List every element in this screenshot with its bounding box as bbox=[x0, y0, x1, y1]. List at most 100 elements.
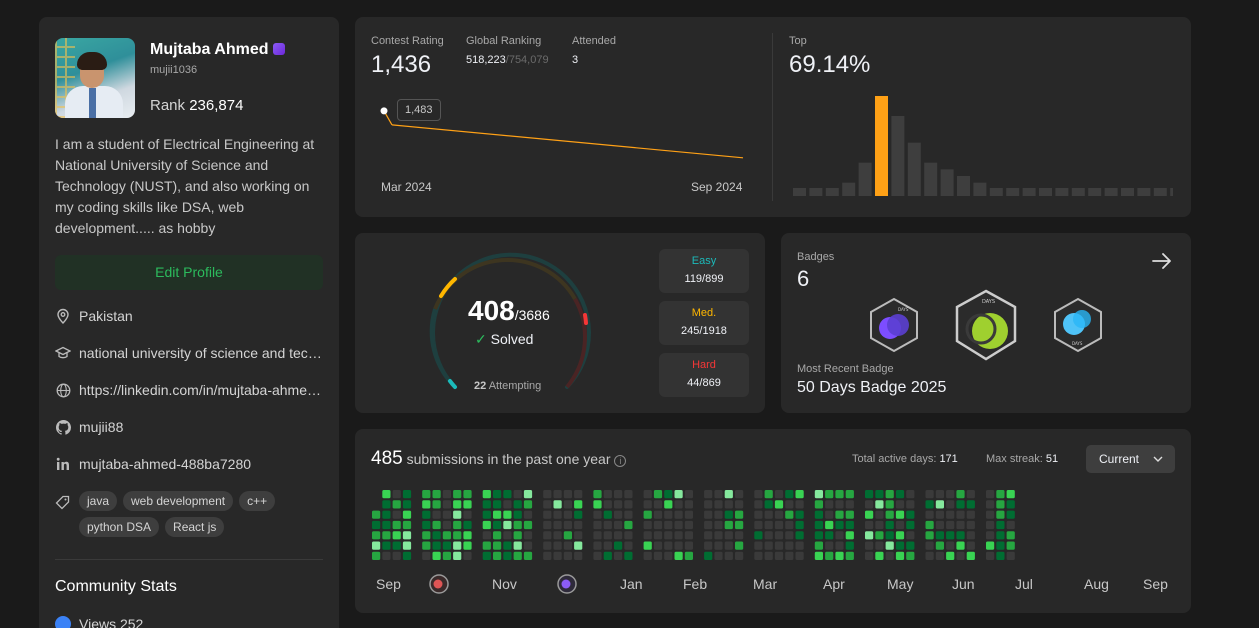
arrow-right-icon[interactable] bbox=[1151, 251, 1173, 271]
heatmap-cell[interactable] bbox=[614, 520, 623, 530]
heatmap-cell[interactable] bbox=[463, 531, 472, 540]
heatmap-cell[interactable] bbox=[624, 541, 633, 550]
heatmap-cell[interactable] bbox=[895, 510, 905, 519]
heatmap-cell[interactable] bbox=[724, 500, 733, 509]
heatmap-cell[interactable] bbox=[402, 520, 412, 530]
heatmap-cell[interactable] bbox=[664, 531, 673, 540]
heatmap-cell[interactable] bbox=[966, 490, 975, 499]
heatmap-cell[interactable] bbox=[574, 510, 583, 519]
heatmap-cell[interactable] bbox=[392, 531, 401, 540]
heatmap-cell[interactable] bbox=[513, 551, 522, 560]
heatmap-cell[interactable] bbox=[453, 531, 462, 540]
heatmap-cell[interactable] bbox=[764, 490, 773, 499]
heatmap-cell[interactable] bbox=[402, 551, 412, 560]
heatmap-cell[interactable] bbox=[956, 500, 965, 509]
heatmap-cell[interactable] bbox=[774, 510, 784, 519]
heatmap-cell[interactable] bbox=[906, 490, 915, 499]
heatmap-cell[interactable] bbox=[996, 500, 1005, 509]
heatmap-cell[interactable] bbox=[966, 500, 975, 509]
heatmap-cell[interactable] bbox=[795, 520, 804, 530]
heatmap-cell[interactable] bbox=[422, 490, 431, 499]
heatmap-cell[interactable] bbox=[593, 531, 602, 540]
heatmap-cell[interactable] bbox=[674, 551, 683, 560]
heatmap-cell[interactable] bbox=[754, 500, 763, 509]
heatmap-cell[interactable] bbox=[875, 520, 884, 530]
heatmap-cell[interactable] bbox=[704, 490, 713, 499]
heatmap-cell[interactable] bbox=[463, 490, 472, 499]
badge-icon[interactable]: DAYS bbox=[867, 297, 921, 353]
heatmap-cell[interactable] bbox=[664, 541, 673, 550]
heatmap-cell[interactable] bbox=[835, 551, 844, 560]
heatmap-cell[interactable] bbox=[422, 510, 431, 519]
year-dropdown[interactable]: Current bbox=[1086, 445, 1175, 473]
skill-tag[interactable]: web development bbox=[123, 491, 234, 511]
skill-tag[interactable]: React js bbox=[165, 517, 225, 537]
heatmap-cell[interactable] bbox=[453, 510, 462, 519]
badge-50-days-icon[interactable]: DAYS bbox=[953, 289, 1019, 361]
heatmap-cell[interactable] bbox=[735, 541, 744, 550]
heatmap-cell[interactable] bbox=[643, 541, 652, 550]
heatmap-cell[interactable] bbox=[392, 551, 401, 560]
heatmap-cell[interactable] bbox=[764, 531, 773, 540]
heatmap-cell[interactable] bbox=[392, 490, 401, 499]
heatmap-cell[interactable] bbox=[684, 490, 693, 499]
heatmap-cell[interactable] bbox=[935, 510, 944, 519]
heatmap-cell[interactable] bbox=[714, 551, 723, 560]
heatmap-cell[interactable] bbox=[543, 500, 552, 509]
heatmap-cell[interactable] bbox=[785, 520, 794, 530]
school-text[interactable]: national university of science and techn… bbox=[79, 345, 324, 361]
heatmap-cell[interactable] bbox=[895, 500, 905, 509]
heatmap-cell[interactable] bbox=[1006, 490, 1015, 499]
heatmap-cell[interactable] bbox=[814, 500, 823, 509]
heatmap-cell[interactable] bbox=[563, 551, 572, 560]
heatmap-cell[interactable] bbox=[664, 510, 673, 519]
heatmap-cell[interactable] bbox=[966, 531, 975, 540]
heatmap-cell[interactable] bbox=[523, 520, 533, 530]
heatmap-cell[interactable] bbox=[653, 490, 663, 499]
heatmap-cell[interactable] bbox=[724, 541, 733, 550]
heatmap-cell[interactable] bbox=[614, 500, 623, 509]
distribution-bar[interactable] bbox=[1022, 188, 1036, 196]
heatmap-cell[interactable] bbox=[845, 541, 854, 550]
heatmap-cell[interactable] bbox=[674, 490, 683, 499]
heatmap-cell[interactable] bbox=[906, 541, 915, 550]
edit-profile-button[interactable]: Edit Profile bbox=[55, 255, 323, 290]
heatmap-cell[interactable] bbox=[432, 510, 441, 519]
heatmap-cell[interactable] bbox=[442, 551, 451, 560]
heatmap-cell[interactable] bbox=[925, 520, 934, 530]
heatmap-cell[interactable] bbox=[785, 541, 794, 550]
heatmap-cell[interactable] bbox=[603, 531, 612, 540]
distribution-bar[interactable] bbox=[1071, 188, 1085, 196]
heatmap-cell[interactable] bbox=[835, 541, 844, 550]
heatmap-cell[interactable] bbox=[503, 551, 512, 560]
heatmap-cell[interactable] bbox=[664, 551, 673, 560]
heatmap-cell[interactable] bbox=[593, 510, 602, 519]
heatmap-cell[interactable] bbox=[563, 541, 572, 550]
heatmap-cell[interactable] bbox=[382, 500, 391, 509]
heatmap-cell[interactable] bbox=[463, 551, 472, 560]
heatmap-cell[interactable] bbox=[825, 520, 834, 530]
heatmap-cell[interactable] bbox=[574, 520, 583, 530]
heatmap-cell[interactable] bbox=[986, 551, 995, 560]
heatmap-cell[interactable] bbox=[553, 541, 562, 550]
heatmap-cell[interactable] bbox=[382, 510, 391, 519]
heatmap-cell[interactable] bbox=[795, 551, 804, 560]
heatmap-cell[interactable] bbox=[543, 541, 552, 550]
distribution-bar[interactable] bbox=[809, 188, 823, 196]
distribution-bar[interactable] bbox=[1006, 188, 1020, 196]
heatmap-cell[interactable] bbox=[714, 500, 723, 509]
heatmap-cell[interactable] bbox=[493, 520, 502, 530]
heatmap-cell[interactable] bbox=[785, 531, 794, 540]
heatmap-cell[interactable] bbox=[482, 510, 491, 519]
heatmap-cell[interactable] bbox=[392, 520, 401, 530]
heatmap-cell[interactable] bbox=[603, 490, 612, 499]
heatmap-cell[interactable] bbox=[935, 541, 944, 550]
heatmap-cell[interactable] bbox=[754, 510, 763, 519]
skill-tag[interactable]: java bbox=[79, 491, 118, 511]
heatmap-cell[interactable] bbox=[442, 520, 451, 530]
heatmap-cell[interactable] bbox=[946, 541, 955, 550]
heatmap-cell[interactable] bbox=[774, 541, 784, 550]
heatmap-cell[interactable] bbox=[422, 531, 431, 540]
heatmap-cell[interactable] bbox=[704, 500, 713, 509]
heatmap-cell[interactable] bbox=[603, 541, 612, 550]
